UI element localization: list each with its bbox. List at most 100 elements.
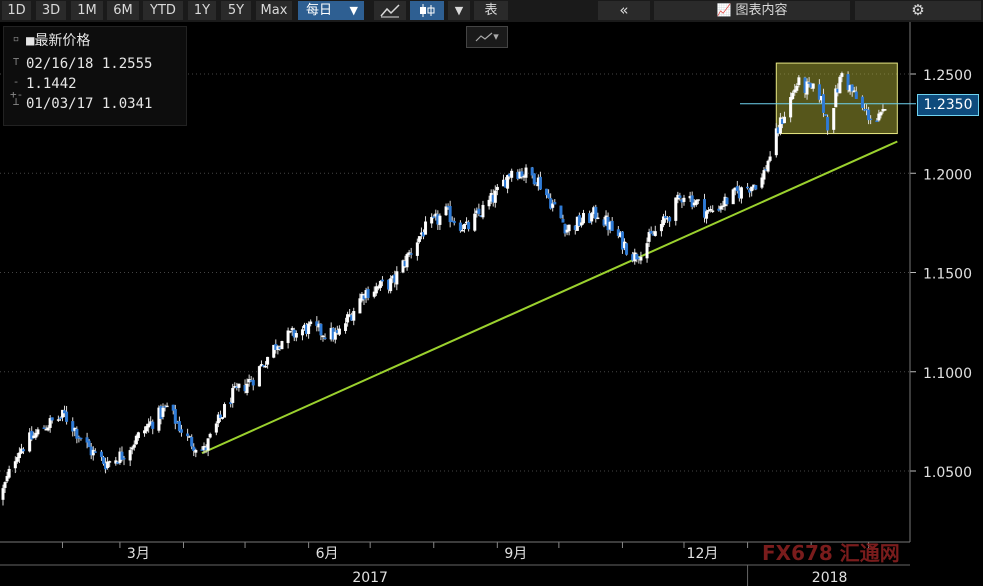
candle-body-down [380, 279, 384, 282]
candlestick [280, 340, 284, 350]
x-group-label: 2017 [352, 570, 388, 586]
candle-body-up [272, 344, 276, 358]
stats-panel: ▫ ■最新价格 ⊤ 02/16/18 1.2555 -+- 1.1442 ⊥ 0… [3, 26, 187, 126]
period-1y-button[interactable]: 1Y [188, 1, 216, 20]
candlestick [7, 465, 11, 479]
candlestick [563, 223, 567, 237]
period-1m-button[interactable]: 1M [71, 1, 103, 20]
candlestick [206, 438, 210, 457]
candle-body-up [46, 427, 50, 431]
candle-body-up [782, 116, 786, 124]
candle-body-up [581, 212, 585, 224]
candlestick [294, 330, 298, 342]
candlestick [846, 71, 850, 93]
candlestick [493, 185, 497, 208]
candlestick [415, 238, 419, 261]
candle-body-up [157, 407, 161, 431]
candlestick [719, 203, 723, 213]
candlestick [374, 282, 378, 297]
candle-body-up [444, 206, 448, 216]
candle-body-up [106, 461, 110, 469]
candlestick [179, 424, 183, 437]
candlestick [132, 440, 136, 451]
candlestick [102, 455, 106, 466]
candlestick [372, 286, 376, 299]
candle-body-up [1, 488, 5, 500]
candlestick [559, 205, 563, 219]
candle-body-down [553, 201, 557, 205]
candlestick [545, 188, 549, 199]
candle-body-up [60, 409, 64, 418]
period-1d-button[interactable]: 1D [2, 1, 31, 20]
stats-title: ■最新价格 [26, 32, 90, 50]
table-button[interactable]: 表 [474, 1, 508, 20]
x-tick-label: 6月 [316, 546, 339, 562]
collapse-button[interactable]: « [598, 1, 650, 20]
candle-body-down [735, 186, 739, 192]
candle-body-up [17, 452, 21, 459]
candlestick [817, 79, 821, 103]
period-5y-button[interactable]: 5Y [221, 1, 251, 20]
high-marker-icon: ⊤ [12, 55, 20, 68]
candle-body-up [216, 414, 220, 424]
candlestick [50, 417, 54, 424]
chart-period-button[interactable]: ▾ [466, 26, 508, 48]
candle-body-up [143, 430, 147, 434]
candle-body-up [309, 321, 313, 325]
candle-body-up [266, 356, 270, 365]
line-chart-button[interactable] [374, 1, 406, 20]
candlestick [122, 455, 126, 466]
candle-body-up [36, 429, 40, 435]
candle-body-down [678, 195, 682, 198]
chart-type-dropdown[interactable]: ▼ [448, 1, 470, 20]
watermark: FX678 汇通网 [762, 541, 900, 565]
candlestick [579, 217, 583, 228]
candlestick [616, 226, 620, 239]
candlestick [664, 210, 668, 223]
candlestick [358, 293, 362, 314]
settings-button[interactable]: ⚙ [855, 1, 981, 20]
candlestick [161, 403, 165, 420]
period-6m-button[interactable]: 6M [107, 1, 139, 20]
period-ytd-button[interactable]: YTD [143, 1, 183, 20]
candlestick [208, 432, 212, 439]
candlestick [272, 344, 276, 359]
period-3d-button[interactable]: 3D [36, 1, 66, 20]
candle-body-down [229, 402, 233, 405]
candlestick [34, 429, 38, 440]
candle-body-up [165, 405, 169, 408]
candle-body-up [877, 113, 881, 121]
x-tick-label: 3月 [127, 546, 150, 562]
candle-body-up [731, 189, 735, 205]
frequency-dropdown[interactable]: 每日 ▼ [298, 1, 364, 20]
candlestick [136, 431, 140, 441]
candlestick [15, 452, 19, 464]
candle-body-up [134, 435, 138, 445]
candle-body-up [48, 418, 52, 428]
candlestick-chart-button[interactable] [410, 1, 444, 20]
candlestick [653, 225, 657, 237]
candlestick [647, 228, 651, 247]
candle-body-up [719, 206, 723, 210]
candle-body-down [826, 116, 830, 131]
candle-body-up [789, 96, 793, 118]
candlestick [832, 108, 836, 134]
candle-body-down [186, 433, 190, 437]
y-tick-label: 1.1500 [923, 267, 972, 283]
chart-contents-button[interactable]: 📈 图表内容 [654, 1, 850, 20]
candle-body-up [682, 197, 686, 202]
candlestick [594, 204, 598, 223]
candle-body-up [653, 231, 657, 236]
candlestick [333, 327, 337, 344]
candle-body-down [122, 457, 126, 460]
candle-body-up [481, 204, 485, 218]
candle-body-up [463, 223, 467, 230]
candlestick [157, 405, 161, 433]
period-max-button[interactable]: Max [256, 1, 292, 20]
candle-body-down [577, 215, 581, 226]
candlestick [87, 439, 91, 448]
candlestick [879, 111, 883, 119]
candlestick [177, 416, 181, 433]
candlestick [506, 174, 510, 194]
candle-body-down [173, 409, 177, 424]
